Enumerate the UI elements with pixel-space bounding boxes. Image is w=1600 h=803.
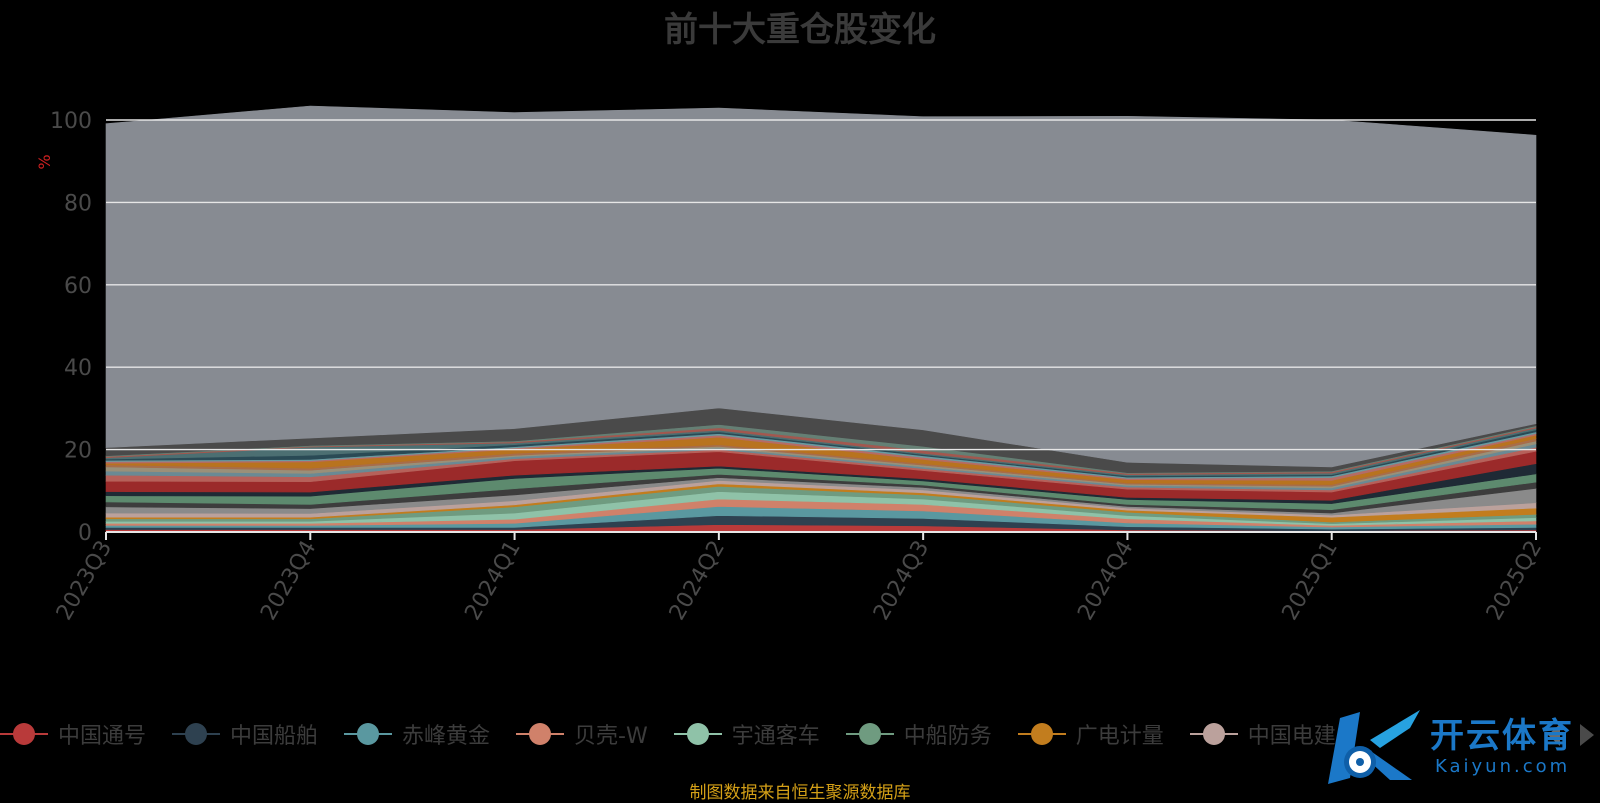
legend-item[interactable]: 赤峰黄金 <box>344 718 490 750</box>
source-note: 制图数据来自恒生聚源数据库 <box>689 783 911 803</box>
legend-item[interactable]: 中国船舶 <box>172 718 318 750</box>
legend-label: 中船防务 <box>903 724 992 749</box>
legend-item[interactable]: 中国电建 <box>1189 718 1336 750</box>
legend-prev-icon[interactable] <box>1548 724 1560 746</box>
x-tick-label: 2024Q2 <box>665 537 730 625</box>
legend-item[interactable]: 中船防务 <box>845 718 992 750</box>
legend-pager <box>1548 724 1594 746</box>
legend-marker-icon <box>0 722 48 746</box>
y-axis-label: % <box>35 154 54 169</box>
area-layer <box>105 105 1537 533</box>
legend-marker-icon <box>516 722 565 746</box>
y-tick-label: 80 <box>64 191 92 216</box>
legend-label: 广电计量 <box>1075 724 1164 749</box>
x-tick-label: 2024Q4 <box>1073 537 1138 625</box>
legend-marker-icon <box>1017 722 1066 746</box>
x-tick-label: 2024Q1 <box>460 537 525 625</box>
x-tick-label: 2024Q3 <box>869 537 934 625</box>
legend-item[interactable]: 宇通客车 <box>673 718 820 750</box>
x-tick-label: 2023Q4 <box>256 537 321 625</box>
x-tick-label: 2023Q3 <box>52 537 117 625</box>
watermark-logo-icon <box>1328 710 1420 784</box>
chart-title: 前十大重仓股变化 <box>664 10 936 50</box>
legend-label: 赤峰黄金 <box>402 724 491 749</box>
y-tick-label: 40 <box>64 356 92 381</box>
legend-item[interactable]: 中国通号 <box>0 718 146 750</box>
legend-marker-icon <box>344 722 393 746</box>
legend-label: 贝壳-W <box>574 724 648 749</box>
x-tick-label: 2025Q2 <box>1482 537 1547 625</box>
legend-item[interactable]: 贝壳-W <box>516 718 648 750</box>
stacked-area-chart: 0 20 40 60 80 100% 2023Q3 2023Q4 2024Q1 2024Q2 202… <box>35 105 1547 625</box>
legend-marker-icon <box>845 722 894 746</box>
area-series-25 <box>105 105 1537 468</box>
y-tick-label: 100 <box>50 109 92 134</box>
x-tick-label: 2025Q1 <box>1278 537 1343 625</box>
legend-label: 中国通号 <box>58 724 147 749</box>
legend-marker-icon <box>673 722 722 746</box>
legend-label: 中国船舶 <box>230 724 319 749</box>
legend-label: 中国电建 <box>1247 724 1336 749</box>
y-tick-label: 0 <box>78 521 92 546</box>
legend-label: 宇通客车 <box>731 724 820 749</box>
legend-next-icon[interactable] <box>1580 724 1594 746</box>
watermark-subtext: Kaiyun.com <box>1435 756 1571 777</box>
y-tick-label: 20 <box>64 439 92 464</box>
watermark-text: 开云体育 <box>1430 716 1574 756</box>
legend: 中国通号 中国船舶 赤峰黄金 贝壳-W 宇通客车 中船防务 广电计量 中国电建 <box>0 716 1362 752</box>
legend-item[interactable]: 广电计量 <box>1017 718 1164 750</box>
legend-marker-icon <box>1189 722 1238 746</box>
y-tick-label: 60 <box>64 274 92 299</box>
legend-marker-icon <box>172 722 221 746</box>
